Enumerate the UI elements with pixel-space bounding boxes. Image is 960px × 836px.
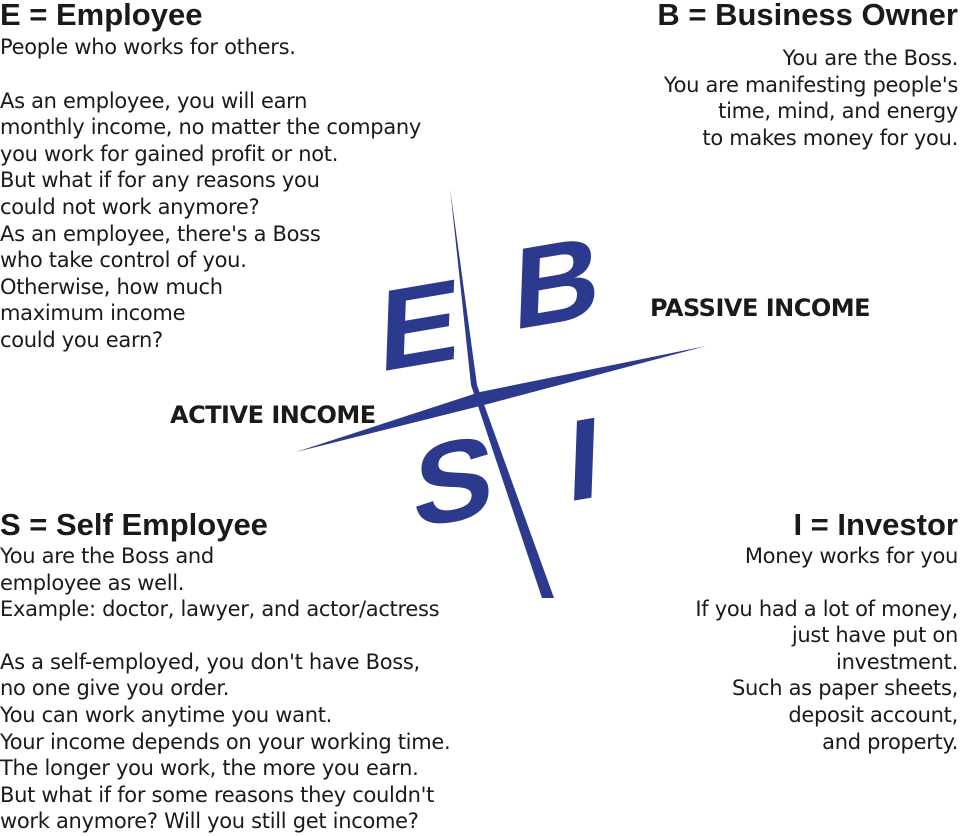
quadrant-letter-i: I <box>565 392 603 527</box>
investor-intro: Money works for you <box>744 544 958 568</box>
self-employee-intro: You are the Boss and employee as well. E… <box>0 544 440 622</box>
employee-intro: People who works for others. <box>0 35 296 59</box>
business-owner-body: You are the Boss. You are manifesting pe… <box>663 46 958 150</box>
investor-body: If you had a lot of money, just have put… <box>695 596 958 754</box>
active-income-label: ACTIVE INCOME <box>170 401 376 429</box>
self-employee-body: As a self-employed, you don't have Boss,… <box>0 649 451 834</box>
passive-income-label: PASSIVE INCOME <box>650 294 870 322</box>
investor-section: I = Investor Money works for you If you … <box>498 508 958 755</box>
quadrant-letter-e: E <box>377 254 462 397</box>
business-owner-section: B = Business Owner You are the Boss. You… <box>498 0 958 151</box>
employee-section: E = Employee People who works for others… <box>0 0 500 354</box>
self-employee-section: S = Self Employee You are the Boss and e… <box>0 508 520 835</box>
employee-title: E = Employee <box>0 0 203 32</box>
horizontal-needle <box>296 346 706 452</box>
self-employee-title: S = Self Employee <box>0 507 268 542</box>
quadrant-letter-b: B <box>511 211 603 355</box>
quadrant-letter-s: S <box>411 410 496 553</box>
investor-title: I = Investor <box>793 507 958 542</box>
business-owner-title: B = Business Owner <box>657 0 958 32</box>
employee-body: As an employee, you will earn monthly in… <box>0 88 422 352</box>
